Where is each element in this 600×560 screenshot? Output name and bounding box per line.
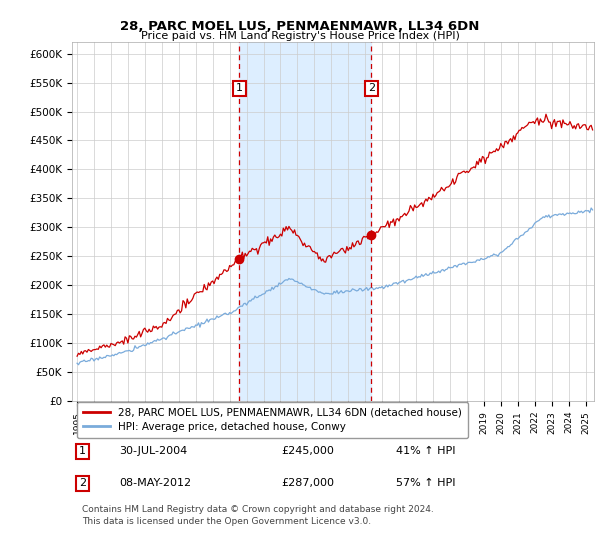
Text: 08-MAY-2012: 08-MAY-2012 (119, 478, 191, 488)
Text: Price paid vs. HM Land Registry's House Price Index (HPI): Price paid vs. HM Land Registry's House … (140, 31, 460, 41)
Bar (239, 42, 371, 401)
Text: 57% ↑ HPI: 57% ↑ HPI (395, 478, 455, 488)
Text: 2: 2 (368, 83, 375, 94)
Text: 30-JUL-2004: 30-JUL-2004 (119, 446, 187, 456)
Text: 1: 1 (79, 446, 86, 456)
Text: Contains HM Land Registry data © Crown copyright and database right 2024.
This d: Contains HM Land Registry data © Crown c… (82, 505, 434, 526)
Text: 1: 1 (236, 83, 243, 94)
Text: 41% ↑ HPI: 41% ↑ HPI (395, 446, 455, 456)
Legend: 28, PARC MOEL LUS, PENMAENMAWR, LL34 6DN (detached house), HPI: Average price, d: 28, PARC MOEL LUS, PENMAENMAWR, LL34 6DN… (77, 402, 468, 438)
Text: 2: 2 (79, 478, 86, 488)
Text: 28, PARC MOEL LUS, PENMAENMAWR, LL34 6DN: 28, PARC MOEL LUS, PENMAENMAWR, LL34 6DN (121, 20, 479, 32)
Text: £245,000: £245,000 (281, 446, 334, 456)
Text: £287,000: £287,000 (281, 478, 334, 488)
